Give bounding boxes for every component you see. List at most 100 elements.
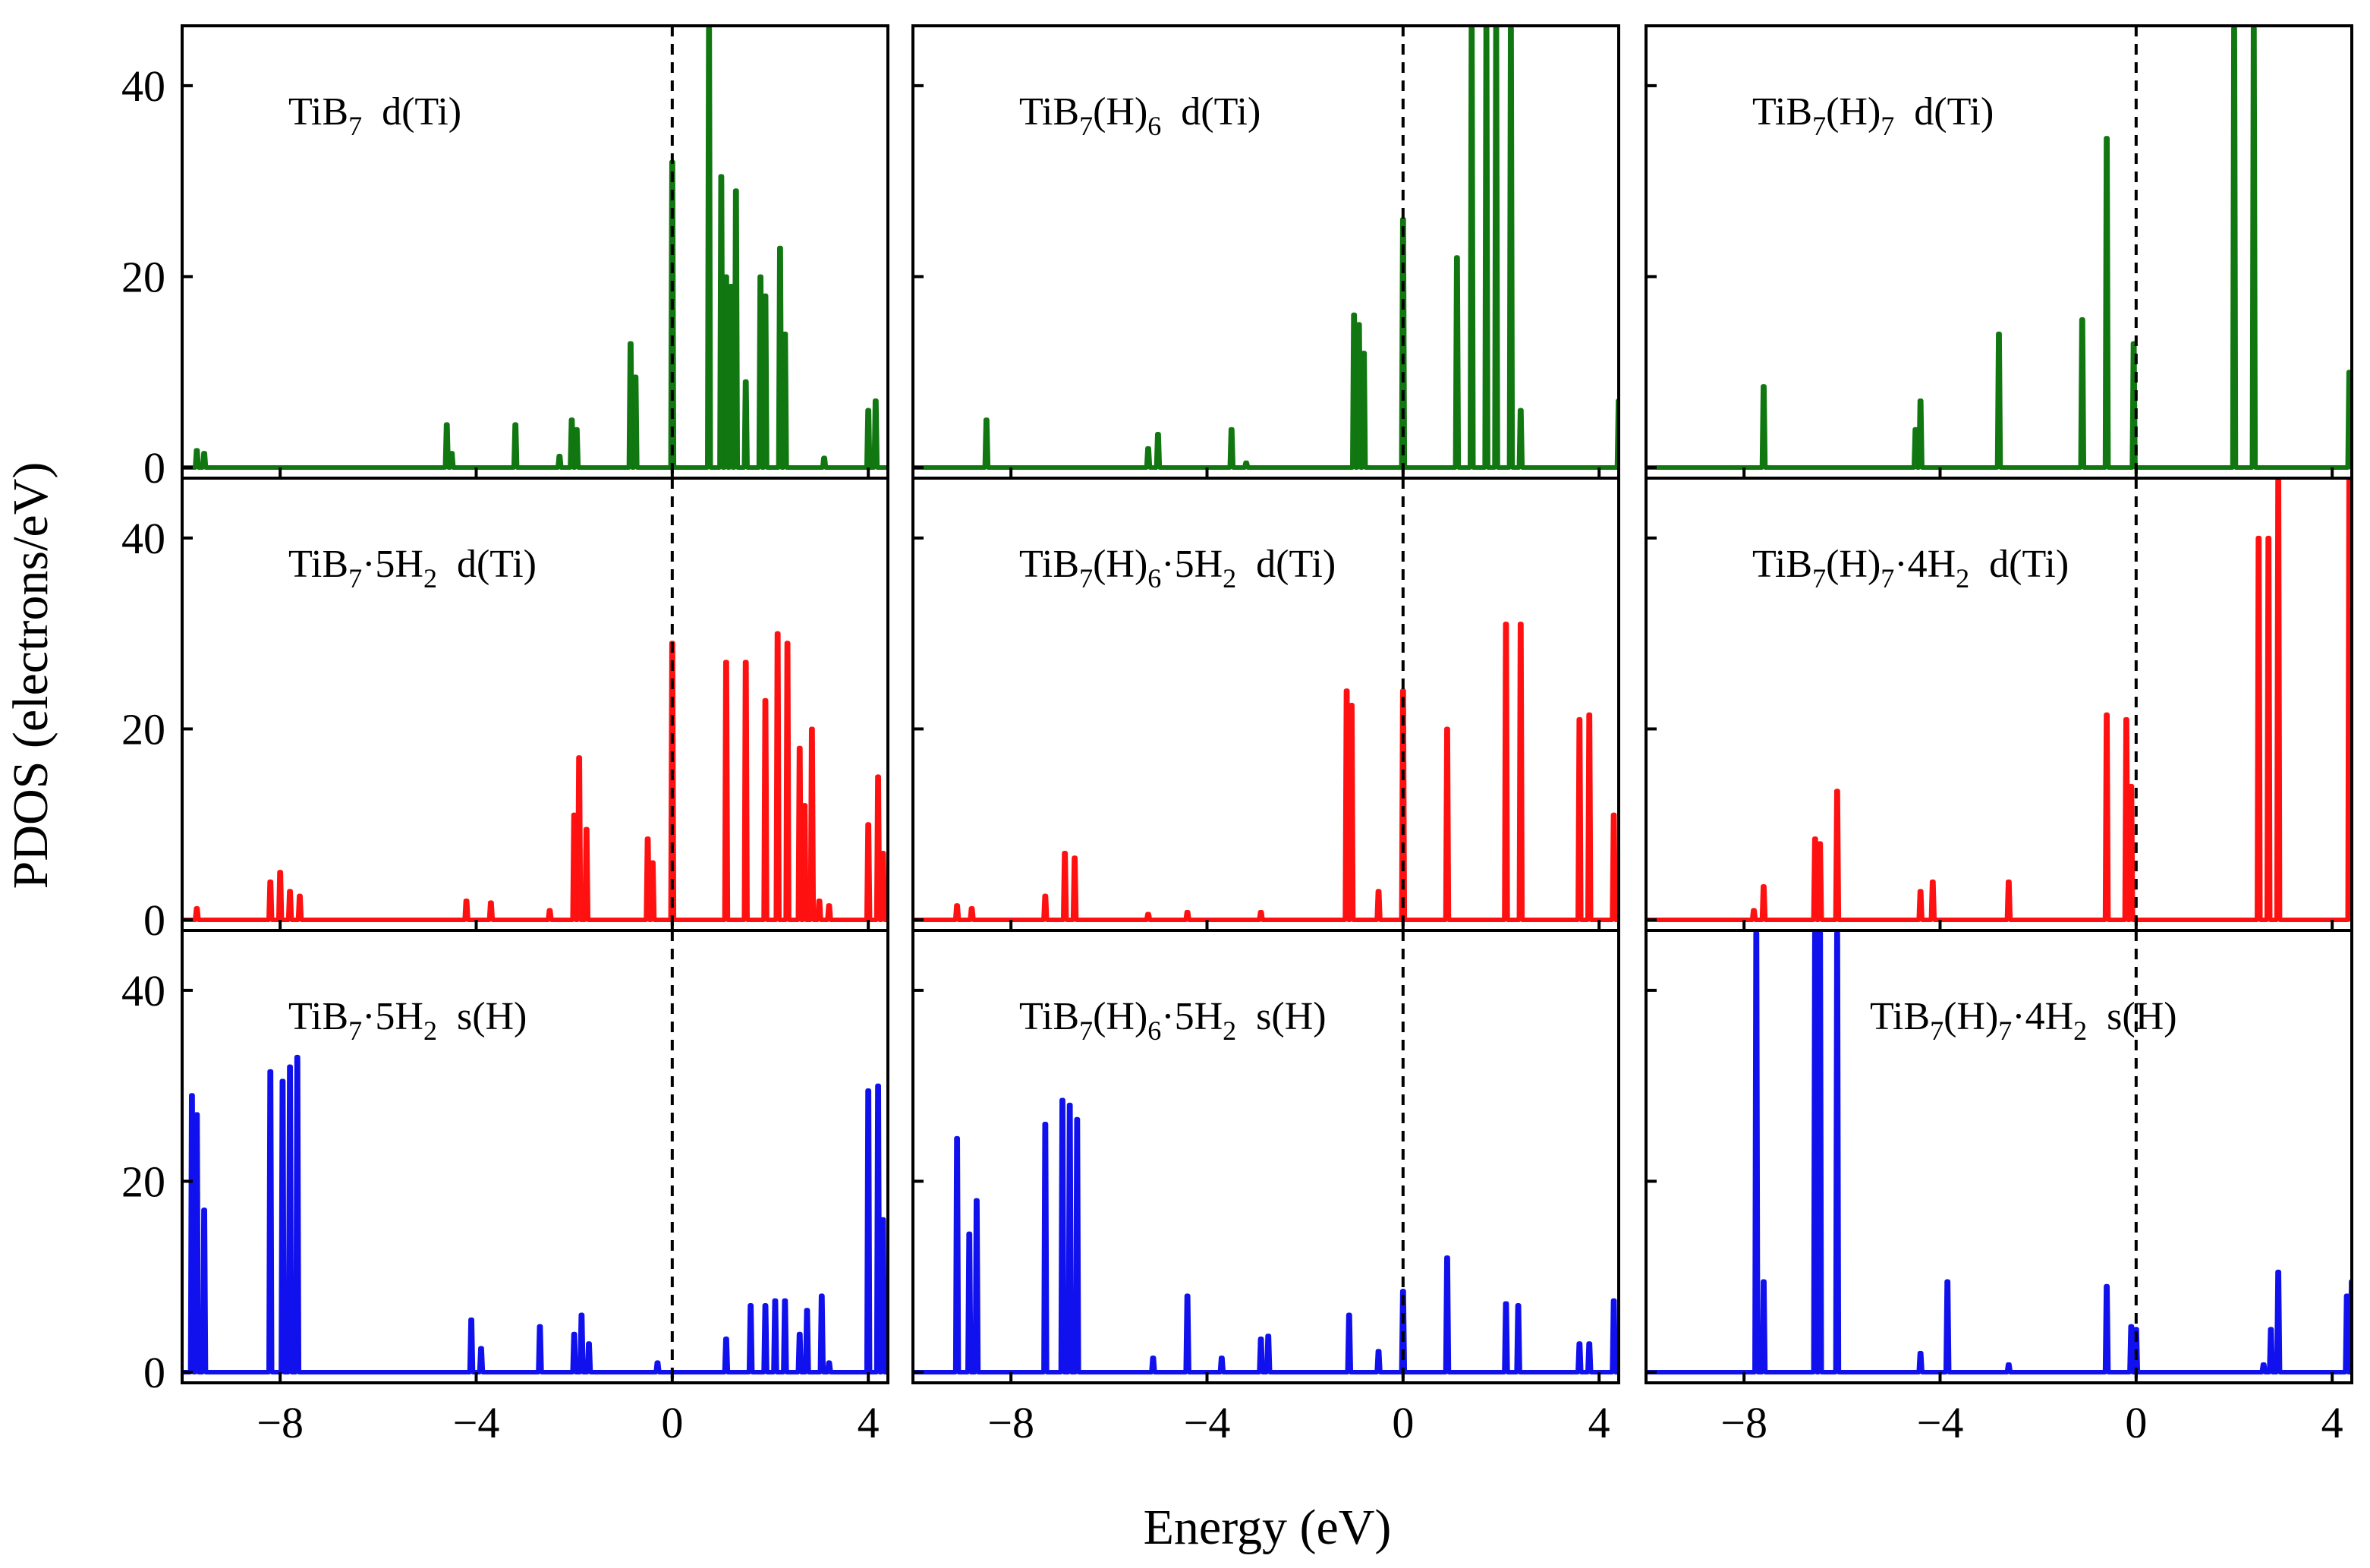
label-text: d(Ti) — [1161, 90, 1261, 134]
panel-0-1: TiB7(H)6 d(Ti) — [911, 24, 1620, 480]
label-text: TiB — [288, 995, 348, 1038]
panel-1-1: TiB7(H)6·5H2 d(Ti) — [911, 477, 1620, 932]
panel-label: TiB7(H)7 d(Ti) — [1752, 90, 1994, 141]
panel-label: TiB7(H)6·5H2 d(Ti) — [1019, 543, 1336, 594]
label-text: s(H) — [437, 995, 527, 1038]
label-subscript: 6 — [1147, 1015, 1161, 1046]
x-tick-label: −8 — [1720, 1398, 1767, 1447]
x-tick-label: 4 — [858, 1398, 880, 1447]
pdos-series-line — [913, 1097, 1619, 1374]
pdos-series-line — [1646, 930, 2352, 1374]
y-tick-label: 0 — [143, 1348, 165, 1397]
y-tick-label: 20 — [121, 704, 165, 754]
y-tick-label: 20 — [121, 1157, 165, 1206]
x-tick-label: 4 — [2321, 1398, 2343, 1447]
label-subscript: 2 — [423, 563, 437, 594]
panel-frame — [181, 929, 889, 1384]
label-text: TiB — [1019, 90, 1079, 134]
pdos-series-line — [182, 26, 888, 470]
label-subscript: 2 — [423, 1015, 437, 1046]
label-text: (H) — [1093, 90, 1147, 134]
x-tick-label: −4 — [453, 1398, 500, 1447]
label-subscript: 7 — [1079, 1015, 1093, 1046]
label-subscript: 7 — [348, 1015, 362, 1046]
label-text: ·5H — [1161, 543, 1223, 586]
label-subscript: 7 — [1930, 1015, 1944, 1046]
pdos-series-line — [913, 622, 1619, 922]
label-subscript: 2 — [2073, 1015, 2087, 1046]
panel-label: TiB7(H)6·5H2 s(H) — [1019, 995, 1327, 1046]
y-tick-label: 0 — [143, 896, 165, 945]
label-text: d(Ti) — [437, 543, 537, 586]
label-text: (H) — [1093, 995, 1147, 1038]
label-subscript: 7 — [1881, 111, 1894, 141]
label-subscript: 7 — [1812, 563, 1826, 594]
label-text: (H) — [1093, 543, 1147, 586]
label-text: (H) — [1826, 90, 1881, 134]
y-tick-label: 40 — [121, 61, 165, 111]
label-text: ·5H — [362, 995, 423, 1038]
label-text: d(Ti) — [1894, 90, 1994, 134]
label-text: TiB — [1870, 995, 1930, 1038]
label-text: ·5H — [1161, 995, 1223, 1038]
panel-label: TiB7·5H2 d(Ti) — [288, 543, 537, 594]
x-tick-label: 4 — [1588, 1398, 1610, 1447]
label-subscript: 2 — [1956, 563, 1969, 594]
x-tick-label: 0 — [1392, 1398, 1414, 1447]
panel-frame — [911, 929, 1620, 1384]
label-text: TiB — [1752, 90, 1812, 134]
label-subscript: 7 — [1079, 111, 1093, 141]
label-text: d(Ti) — [1236, 543, 1336, 586]
y-tick-label: 0 — [143, 443, 165, 493]
label-text: TiB — [288, 543, 348, 586]
pdos-series-line — [182, 631, 888, 922]
x-tick-label: 0 — [661, 1398, 683, 1447]
y-tick-label: 20 — [121, 252, 165, 301]
label-text: s(H) — [1236, 995, 1326, 1038]
label-text: ·4H — [1894, 543, 1956, 586]
x-tick-label: −4 — [1184, 1398, 1231, 1447]
x-axis-label: Energy (eV) — [1144, 1500, 1392, 1555]
y-tick-label: 40 — [121, 966, 165, 1015]
x-tick-label: −4 — [1917, 1398, 1964, 1447]
label-text: d(Ti) — [362, 90, 461, 134]
x-tick-label: −8 — [257, 1398, 304, 1447]
x-tick-label: −8 — [987, 1398, 1034, 1447]
panel-frame — [1645, 929, 2353, 1384]
label-subscript: 7 — [1998, 1015, 2012, 1046]
panel-2-1: −8 −4 0 4 TiB7(H)6·5H2 s(H) — [911, 929, 1620, 1447]
label-text: (H) — [1944, 995, 1998, 1038]
label-subscript: 2 — [1223, 1015, 1236, 1046]
panel-label: TiB7(H)7·4H2 s(H) — [1870, 995, 2177, 1046]
label-subscript: 7 — [348, 563, 362, 594]
panel-1-0: 0 20 40 TiB7·5H2 d(Ti) — [121, 477, 889, 945]
label-subscript: 6 — [1147, 563, 1161, 594]
label-subscript: 7 — [348, 111, 362, 141]
panel-0-2: TiB7(H)7 d(Ti) — [1645, 24, 2353, 480]
panel-1-2: TiB7(H)7·4H2 d(Ti) — [1645, 477, 2353, 932]
label-text: s(H) — [2087, 995, 2176, 1038]
y-tick-label: 40 — [121, 514, 165, 563]
label-text: TiB — [1019, 995, 1079, 1038]
panel-label: TiB7 d(Ti) — [288, 90, 461, 141]
label-text: ·4H — [2012, 995, 2073, 1038]
y-axis-label: PDOS (electrons/eV) — [3, 462, 58, 889]
pdos-series-line — [182, 1054, 888, 1374]
label-subscript: 7 — [1881, 563, 1894, 594]
panel-0-0: 0 20 40 TiB7 d(Ti) — [121, 24, 889, 493]
label-text: (H) — [1826, 543, 1881, 586]
panel-2-0: 0 20 40 −8 −4 0 4 TiB7·5H2 s(H) — [121, 929, 889, 1447]
label-text: TiB — [288, 90, 348, 134]
label-text: TiB — [1752, 543, 1812, 586]
label-text: d(Ti) — [1969, 543, 2069, 586]
label-subscript: 6 — [1147, 111, 1161, 141]
label-subscript: 7 — [1812, 111, 1826, 141]
panel-label: TiB7(H)7·4H2 d(Ti) — [1752, 543, 2069, 594]
x-tick-label: 0 — [2125, 1398, 2147, 1447]
panel-label: TiB7·5H2 s(H) — [288, 995, 527, 1046]
panel-label: TiB7(H)6 d(Ti) — [1019, 90, 1261, 141]
label-text: ·5H — [362, 543, 423, 586]
